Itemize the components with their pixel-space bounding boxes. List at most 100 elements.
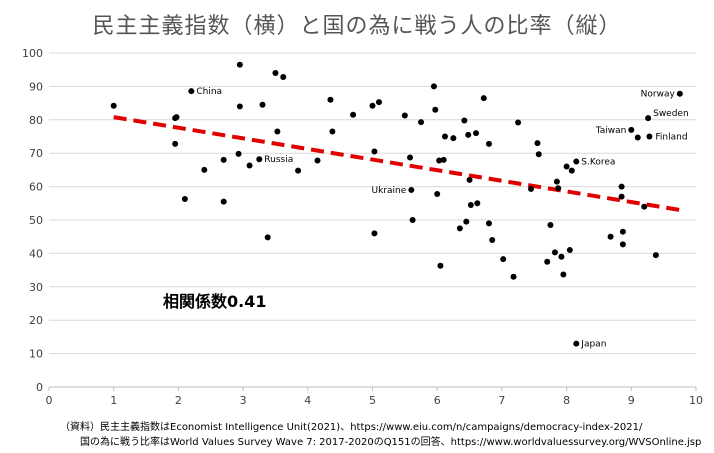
data-point: [480, 95, 487, 102]
data-point: [641, 203, 648, 210]
y-tick-label: 0: [36, 381, 43, 394]
data-point: [172, 140, 179, 147]
data-point: [463, 218, 470, 225]
x-tick-label: 4: [304, 394, 311, 407]
x-tick-label: 6: [434, 394, 441, 407]
point-label: Japan: [580, 340, 606, 350]
data-point: [500, 256, 507, 263]
data-point: [558, 253, 565, 260]
point-label: Russia: [264, 155, 293, 165]
y-tick-label: 80: [29, 114, 43, 127]
data-point: [409, 217, 416, 223]
data-point: [401, 112, 408, 119]
data-point: [256, 156, 263, 163]
data-point: [201, 166, 208, 173]
data-point: [607, 233, 614, 240]
data-point: [676, 90, 683, 97]
data-point: [646, 133, 653, 140]
data-point: [551, 249, 558, 256]
data-point: [295, 167, 302, 174]
data-point: [434, 190, 441, 197]
data-point: [314, 157, 321, 164]
data-point: [450, 135, 457, 142]
data-point: [173, 114, 180, 121]
point-label: Norway: [641, 90, 676, 100]
y-tick-label: 60: [29, 181, 43, 194]
data-point: [628, 126, 635, 133]
point-label: S.Korea: [581, 158, 615, 168]
data-point: [474, 200, 481, 207]
data-point: [441, 133, 448, 140]
data-point: [555, 185, 562, 192]
point-label: Taiwan: [595, 126, 627, 136]
data-point: [369, 102, 376, 109]
data-point: [264, 234, 271, 241]
correlation-annotation: 相関係数0.41: [163, 292, 266, 311]
data-point: [181, 195, 188, 202]
data-point: [515, 119, 522, 126]
trendline: [113, 115, 681, 212]
axes: 0 10 20 30 40 50 60 70 80 90 100 0 1 2 3 4 5 6 7 8 9 10: [22, 47, 703, 407]
data-point: [437, 262, 444, 269]
data-point: [371, 148, 378, 155]
data-point: [465, 131, 472, 138]
data-point: [432, 106, 439, 113]
data-point: [407, 154, 414, 161]
data-point: [645, 115, 652, 122]
data-point: [350, 111, 357, 118]
data-point: [528, 185, 535, 192]
chart-title: 民主主義指数（横）と国の為に戦う人の比率（縦）: [92, 14, 622, 39]
data-point: [510, 273, 517, 280]
point-label: Sweden: [653, 109, 689, 119]
data-point: [220, 156, 227, 163]
trendline-layer: [113, 115, 681, 212]
data-point: [274, 128, 281, 135]
data-point: [220, 198, 227, 205]
x-tick-label: 7: [498, 394, 505, 407]
x-tick-label: 1: [110, 394, 117, 407]
data-point: [535, 151, 542, 158]
data-point: [652, 252, 659, 259]
data-points: [110, 61, 683, 347]
data-point: [329, 128, 336, 135]
data-point: [466, 176, 473, 183]
data-point: [618, 193, 625, 200]
y-tick-label: 40: [29, 247, 43, 260]
y-tick-label: 90: [29, 80, 43, 93]
data-point: [327, 96, 334, 103]
data-point: [619, 228, 626, 235]
data-point: [634, 134, 641, 141]
data-point: [485, 220, 492, 227]
data-point: [430, 83, 437, 90]
x-tick-label: 0: [46, 394, 53, 407]
point-label: China: [196, 87, 222, 97]
data-point: [485, 140, 492, 147]
data-point: [440, 156, 447, 163]
data-point: [188, 88, 195, 95]
data-point: [110, 102, 117, 109]
y-tick-label: 70: [29, 147, 43, 160]
x-tick-label: 2: [175, 394, 182, 407]
data-point: [547, 222, 554, 229]
data-point: [544, 258, 551, 265]
data-point: [568, 167, 575, 174]
source-note-1: （資料）民主主義指数はEconomist Intelligence Unit(2…: [60, 422, 643, 433]
x-tick-label: 3: [240, 394, 247, 407]
data-point: [371, 230, 378, 237]
point-label: Finland: [655, 133, 687, 143]
data-point: [235, 150, 242, 157]
data-point: [259, 101, 266, 108]
data-point: [473, 130, 480, 137]
data-point: [563, 163, 570, 170]
data-point: [534, 140, 541, 147]
source-note-2: 国の為に戦う比率はWorld Values Survey Wave 7: 201…: [80, 437, 702, 448]
data-point: [456, 225, 463, 232]
data-point: [618, 183, 625, 190]
point-label: Ukraine: [372, 186, 407, 196]
x-tick-label: 9: [628, 394, 635, 407]
data-point: [236, 103, 243, 110]
data-point: [280, 74, 287, 81]
data-point: [246, 162, 253, 169]
data-point: [236, 61, 243, 68]
